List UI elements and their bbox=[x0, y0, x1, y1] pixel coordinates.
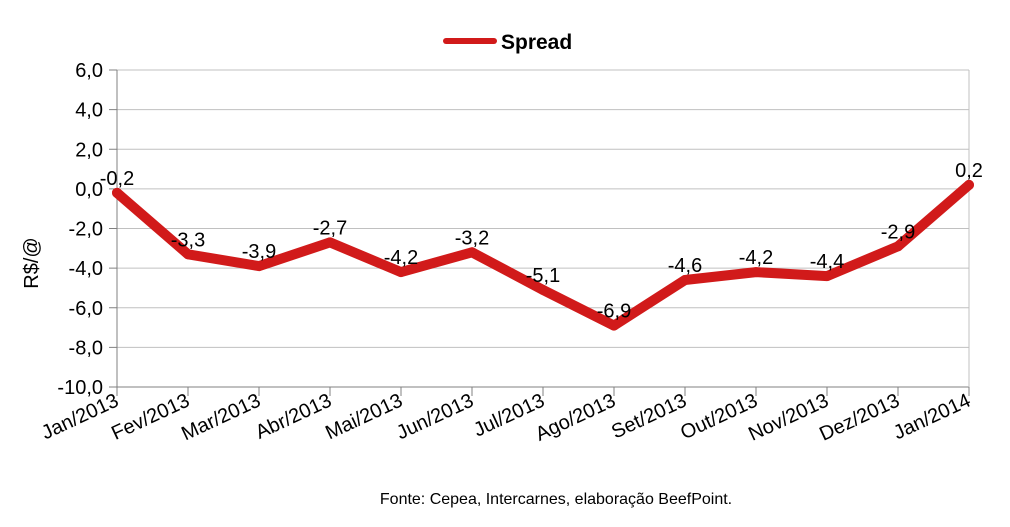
data-point bbox=[609, 320, 619, 331]
y-tick-label: 6,0 bbox=[75, 60, 103, 82]
y-tick-label: 0,0 bbox=[75, 179, 103, 201]
data-point bbox=[183, 249, 193, 260]
data-label: -6,9 bbox=[597, 301, 631, 323]
y-tick-label: -4,0 bbox=[69, 258, 103, 280]
x-tick-label: Ago/2013 bbox=[532, 390, 619, 446]
data-label: -0,2 bbox=[100, 168, 134, 190]
legend-label-spread: Spread bbox=[501, 31, 572, 54]
x-tick-label: Fev/2013 bbox=[108, 390, 193, 445]
x-tick-label: Nov/2013 bbox=[745, 390, 832, 446]
x-tick-label: Dez/2013 bbox=[816, 390, 903, 446]
data-point bbox=[751, 267, 761, 278]
data-label: -2,7 bbox=[313, 217, 347, 239]
data-point bbox=[325, 237, 335, 248]
x-tick-label: Jun/2013 bbox=[393, 390, 477, 445]
y-tick-labels: 6,0 4,0 2,0 0,0 -2,0 -4,0 -6,0 -8,0 -10,0 bbox=[57, 60, 103, 399]
data-point bbox=[396, 267, 406, 278]
data-point bbox=[112, 187, 122, 198]
y-tick-label: -10,0 bbox=[57, 377, 103, 399]
data-point bbox=[467, 247, 477, 258]
x-tick-label: Out/2013 bbox=[677, 390, 761, 445]
data-point bbox=[254, 261, 264, 272]
data-point bbox=[964, 179, 974, 190]
y-tick-label: -6,0 bbox=[69, 298, 103, 320]
x-tick-label: Mar/2013 bbox=[178, 390, 264, 446]
x-tick-labels: Jan/2013Fev/2013Mar/2013Abr/2013Mai/2013… bbox=[38, 390, 974, 446]
y-axis-title: R$/@ bbox=[21, 237, 43, 288]
data-label: -3,9 bbox=[242, 241, 276, 263]
y-tick-label: 2,0 bbox=[75, 139, 103, 161]
data-point bbox=[538, 284, 548, 295]
x-tick-label: Jan/2014 bbox=[890, 390, 974, 445]
y-tick-label: -8,0 bbox=[69, 337, 103, 359]
x-tick-label: Abr/2013 bbox=[252, 390, 335, 444]
x-tick-label: Mai/2013 bbox=[322, 390, 406, 445]
gridlines bbox=[117, 69, 969, 388]
data-label: -4,4 bbox=[810, 251, 844, 273]
series-group bbox=[112, 179, 974, 331]
data-point bbox=[680, 275, 690, 286]
data-label: -3,2 bbox=[455, 227, 489, 249]
data-label: -5,1 bbox=[526, 265, 560, 287]
data-point bbox=[893, 241, 903, 252]
axes bbox=[109, 69, 970, 396]
data-label: -3,3 bbox=[171, 229, 205, 251]
data-label: -4,2 bbox=[739, 247, 773, 269]
data-labels: -0,2 -3,3 -3,9 -2,7 -4,2 -3,2 -5,1 -6,9 -4,6 -4,2… bbox=[100, 160, 983, 323]
data-label: 0,2 bbox=[955, 160, 983, 182]
legend: Spread bbox=[443, 31, 572, 54]
data-label: -4,6 bbox=[668, 255, 702, 277]
y-tick-label: 4,0 bbox=[75, 100, 103, 122]
x-tick-label: Set/2013 bbox=[608, 390, 690, 444]
data-label: -2,9 bbox=[881, 221, 915, 243]
data-label: -4,2 bbox=[384, 247, 418, 269]
y-tick-label: -2,0 bbox=[69, 219, 103, 241]
data-point bbox=[822, 271, 832, 282]
source-note: Fonte: Cepea, Intercarnes, elaboração Be… bbox=[380, 491, 732, 508]
